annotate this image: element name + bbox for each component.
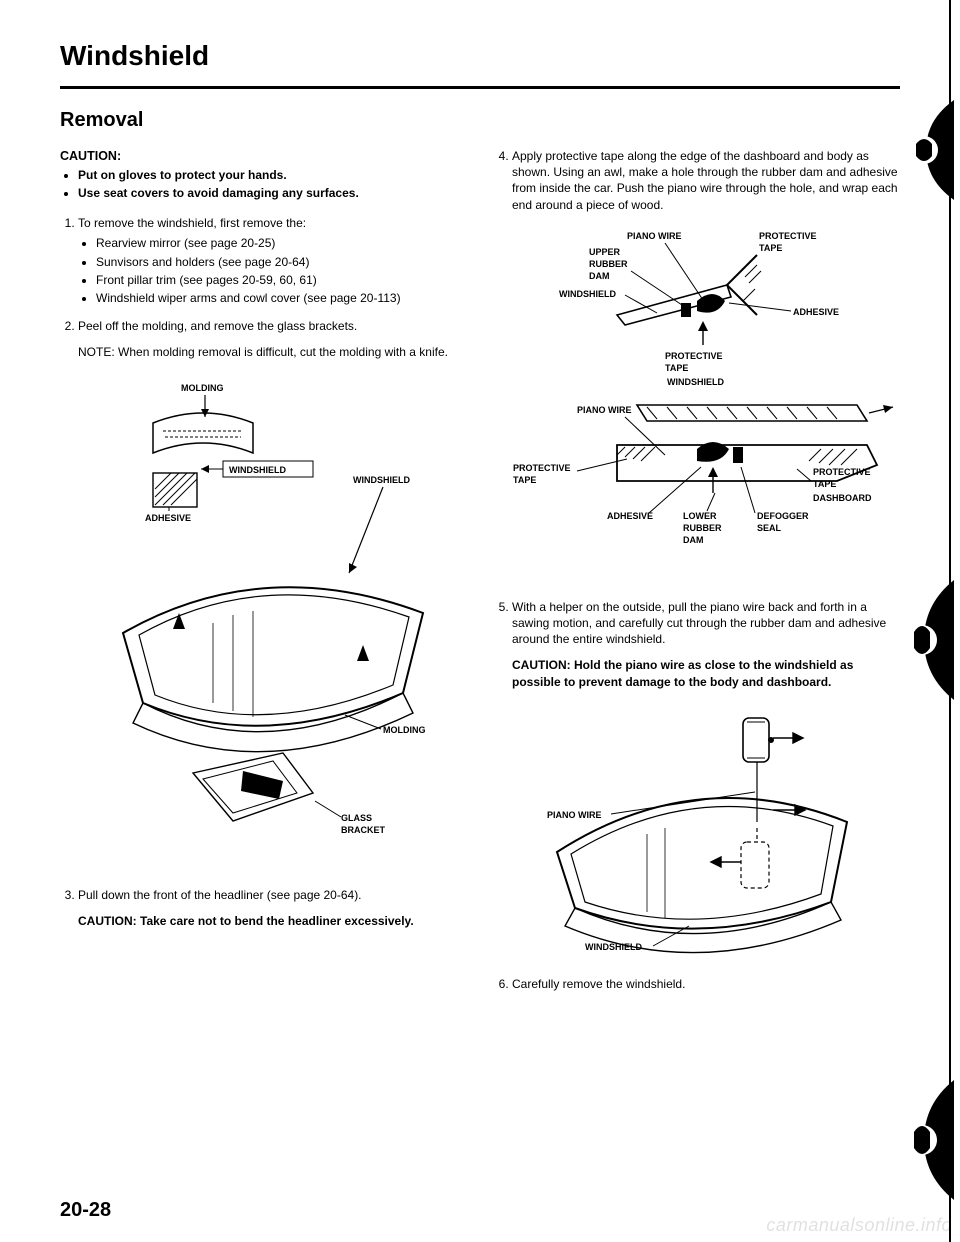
- step-6-text: Carefully remove the windshield.: [512, 977, 685, 991]
- step-1-item: Sunvisors and holders (see page 20-64): [96, 254, 466, 270]
- label-piano-wire: PIANO WIRE: [547, 810, 602, 820]
- step-1-item: Windshield wiper arms and cowl cover (se…: [96, 290, 466, 306]
- label-upper-2: RUBBER: [589, 259, 628, 269]
- figure-piano-wire: PIANO WIRE WINDSHIELD: [494, 702, 900, 962]
- note-label: NOTE:: [78, 345, 115, 359]
- label-prot-tape-r1: PROTECTIVE: [813, 467, 871, 477]
- label-windshield-f3: WINDSHIELD: [585, 942, 642, 952]
- label-windshield-upper: WINDSHIELD: [559, 289, 616, 299]
- step-1-item: Front pillar trim (see pages 20-59, 60, …: [96, 272, 466, 288]
- label-molding-bottom: MOLDING: [383, 725, 426, 735]
- label-prot-tape-mid-1: PROTECTIVE: [665, 351, 723, 361]
- left-column: CAUTION: Put on gloves to protect your h…: [60, 148, 466, 1004]
- binder-tabs: [906, 0, 954, 1242]
- label-adhesive: ADHESIVE: [145, 513, 191, 523]
- label-lrd-1: LOWER: [683, 511, 717, 521]
- label-upper-3: DAM: [589, 271, 610, 281]
- figure-cross-sections: PIANO WIRE PROTECTIVE TAPE UPPER RUBBER …: [494, 225, 900, 585]
- caution-label: CAUTION:: [512, 658, 571, 672]
- label-windshield-arrow: WINDSHIELD: [353, 475, 410, 485]
- step-5-text: With a helper on the outside, pull the p…: [512, 600, 886, 646]
- step-5: With a helper on the outside, pull the p…: [512, 599, 900, 690]
- label-prot-tape-mid-2: TAPE: [665, 363, 688, 373]
- label-upper-1: UPPER: [589, 247, 621, 257]
- step-5-caution: CAUTION: Hold the piano wire as close to…: [512, 657, 900, 689]
- section-title: Removal: [60, 109, 900, 132]
- chapter-title: Windshield: [60, 40, 900, 72]
- label-windshield-box: WINDSHIELD: [229, 465, 286, 475]
- label-piano-wire-top: PIANO WIRE: [627, 231, 682, 241]
- label-windshield-mid: WINDSHIELD: [667, 377, 724, 387]
- label-lrd-2: RUBBER: [683, 523, 722, 533]
- watermark: carmanualsonline.info: [766, 1215, 952, 1236]
- note-text: When molding removal is difficult, cut t…: [118, 345, 448, 359]
- label-defog-2: SEAL: [757, 523, 782, 533]
- label-adhesive-bot: ADHESIVE: [607, 511, 653, 521]
- step-2: Peel off the molding, and remove the gla…: [78, 318, 466, 360]
- caution-list: Put on gloves to protect your hands. Use…: [60, 167, 466, 201]
- right-steps-3: Carefully remove the windshield.: [494, 976, 900, 992]
- step-6: Carefully remove the windshield.: [512, 976, 900, 992]
- manual-page: Windshield Removal CAUTION: Put on glove…: [0, 0, 960, 1242]
- left-steps: To remove the windshield, first remove t…: [60, 215, 466, 360]
- caution-item: Use seat covers to avoid damaging any su…: [78, 185, 466, 201]
- label-defog-1: DEFOGGER: [757, 511, 809, 521]
- label-glass-bracket-2: BRACKET: [341, 825, 386, 835]
- label-prot-tape-l2: TAPE: [513, 475, 536, 485]
- label-prot-tape-r2: TAPE: [813, 479, 836, 489]
- step-2-text: Peel off the molding, and remove the gla…: [78, 319, 357, 333]
- step-1-item: Rearview mirror (see page 20-25): [96, 235, 466, 251]
- label-molding: MOLDING: [181, 383, 224, 393]
- step-3: Pull down the front of the headliner (se…: [78, 887, 466, 929]
- caution-text: Take care not to bend the headliner exce…: [140, 914, 414, 928]
- rule: [60, 86, 900, 89]
- right-column: Apply protective tape along the edge of …: [494, 148, 900, 1004]
- label-prot-tape-top-2: TAPE: [759, 243, 782, 253]
- step-3-text: Pull down the front of the headliner (se…: [78, 888, 362, 902]
- label-glass-bracket-1: GLASS: [341, 813, 372, 823]
- label-adhesive-right: ADHESIVE: [793, 307, 839, 317]
- step-1: To remove the windshield, first remove t…: [78, 215, 466, 306]
- step-2-note: NOTE: When molding removal is difficult,…: [78, 344, 466, 360]
- label-dashboard: DASHBOARD: [813, 493, 872, 503]
- step-1-lead: To remove the windshield, first remove t…: [78, 216, 306, 230]
- step-3-caution: CAUTION: Take care not to bend the headl…: [78, 913, 466, 929]
- right-steps-2: With a helper on the outside, pull the p…: [494, 599, 900, 690]
- caution-label: CAUTION:: [78, 914, 137, 928]
- step-4-text: Apply protective tape along the edge of …: [512, 149, 898, 212]
- label-piano-wire-mid: PIANO WIRE: [577, 405, 632, 415]
- label-lrd-3: DAM: [683, 535, 704, 545]
- label-prot-tape-top-1: PROTECTIVE: [759, 231, 817, 241]
- page-number: 20-28: [60, 1199, 111, 1222]
- right-steps: Apply protective tape along the edge of …: [494, 148, 900, 213]
- step-4: Apply protective tape along the edge of …: [512, 148, 900, 213]
- step-1-sublist: Rearview mirror (see page 20-25) Sunviso…: [78, 235, 466, 306]
- figure-molding-windshield: MOLDING WINDSHIELD: [60, 373, 466, 873]
- two-column-layout: CAUTION: Put on gloves to protect your h…: [60, 148, 900, 1004]
- caution-item: Put on gloves to protect your hands.: [78, 167, 466, 183]
- caution-block: CAUTION: Put on gloves to protect your h…: [60, 148, 466, 201]
- label-prot-tape-l1: PROTECTIVE: [513, 463, 571, 473]
- left-steps-cont: Pull down the front of the headliner (se…: [60, 887, 466, 929]
- caution-label: CAUTION:: [60, 149, 121, 163]
